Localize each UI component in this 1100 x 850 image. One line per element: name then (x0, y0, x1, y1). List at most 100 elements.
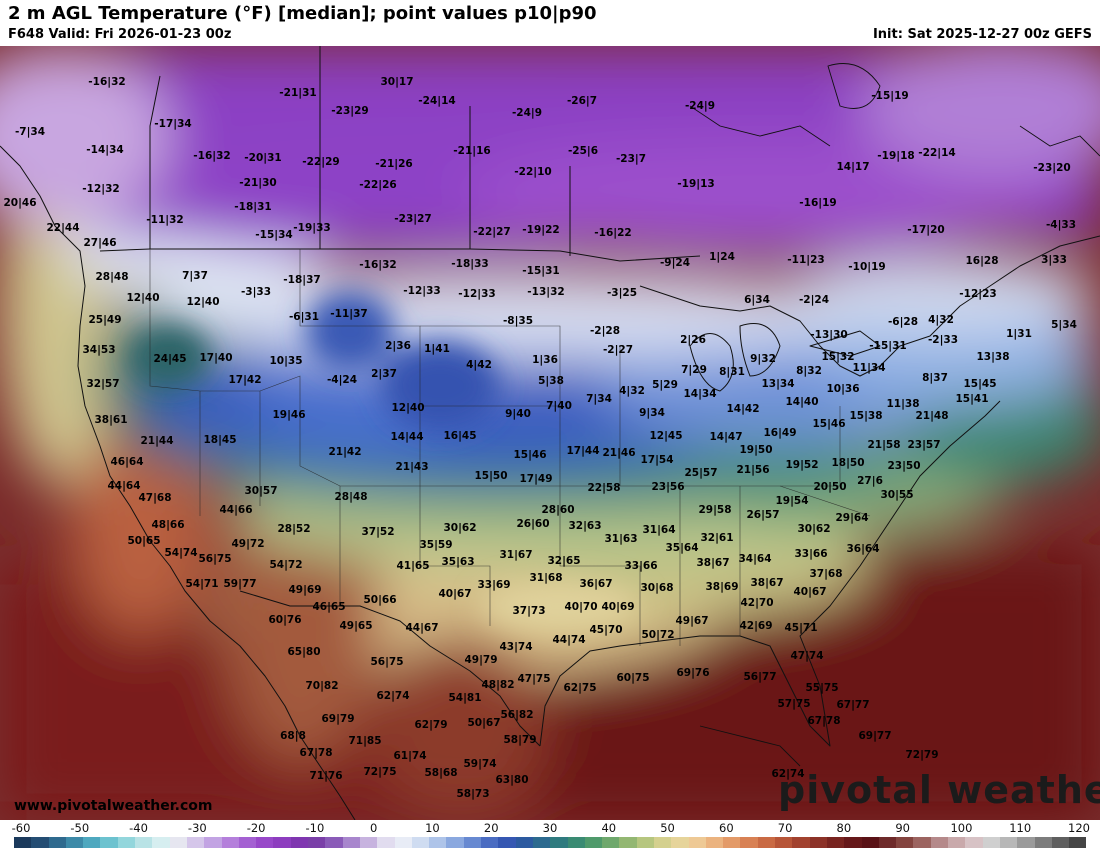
point-value-label: 33|66 (794, 547, 828, 560)
point-value-label: 4|32 (619, 384, 645, 397)
point-value-label: 17|49 (519, 472, 553, 485)
point-value-label: 31|63 (604, 532, 638, 545)
point-value-label: 23|57 (907, 438, 941, 451)
point-value-label: -2|27 (602, 343, 634, 356)
point-value-label: 15|38 (849, 409, 883, 422)
point-value-label: -15|31 (869, 339, 907, 352)
point-value-label: 56|75 (370, 655, 404, 668)
point-value-label: -4|33 (1045, 218, 1077, 231)
color-scale-swatch (826, 837, 845, 848)
point-value-label: 67|77 (836, 698, 870, 711)
point-value-label: 8|32 (796, 364, 822, 377)
point-value-label: 34|64 (738, 552, 772, 565)
point-value-label: 28|52 (277, 522, 311, 535)
point-value-label: -11|32 (146, 213, 184, 226)
point-value-label: 62|75 (563, 681, 597, 694)
point-value-label: -4|24 (326, 373, 358, 386)
color-scale-swatch (965, 837, 983, 848)
point-value-label: 47|68 (138, 491, 172, 504)
point-value-label: 35|59 (419, 538, 453, 551)
point-value-label: 54|72 (269, 558, 303, 571)
brand-logo: pivotal weather (778, 768, 1100, 812)
point-value-label: 44|64 (107, 479, 141, 492)
point-value-label: -21|31 (279, 86, 317, 99)
point-value-label: 9|34 (639, 406, 665, 419)
point-value-label: 37|73 (512, 604, 546, 617)
color-scale-ticks: -60 -50 -40 -30 -20 -10 0 10 20 30 40 50 60 70 80 90 100… (0, 820, 1100, 836)
point-value-label: 7|40 (546, 399, 572, 412)
point-value-label: -12|33 (403, 284, 441, 297)
point-value-label: -19|13 (677, 177, 715, 190)
point-value-label: 5|29 (652, 378, 678, 391)
point-value-label: 29|64 (835, 511, 869, 524)
color-scale-swatch (446, 837, 464, 848)
point-value-label: 2|37 (371, 367, 397, 380)
point-value-label: 33|66 (624, 559, 658, 572)
color-scale-swatch (688, 837, 706, 848)
color-scale-swatch (602, 837, 620, 848)
point-value-label: 72|79 (905, 748, 939, 761)
point-value-label: 34|53 (82, 343, 116, 356)
point-value-label: 46|64 (110, 455, 144, 468)
point-value-label: 32|61 (700, 531, 734, 544)
color-scale-swatch (671, 837, 689, 848)
color-scale-swatch (896, 837, 914, 848)
point-value-label: 30|62 (443, 521, 477, 534)
point-value-label: -10|19 (848, 260, 886, 273)
site-url[interactable]: www.pivotalweather.com (14, 798, 213, 814)
point-value-label: 45|70 (589, 623, 623, 636)
color-scale-swatch (792, 837, 810, 848)
point-value-label: 67|78 (299, 746, 333, 759)
point-value-label: 38|67 (696, 556, 730, 569)
point-value-label: 49|65 (339, 619, 373, 632)
color-scale-swatch (913, 837, 931, 848)
point-value-label: 70|82 (305, 679, 339, 692)
color-scale-swatch (532, 837, 551, 848)
point-value-label: -2|28 (589, 324, 621, 337)
point-value-label: -16|22 (594, 226, 632, 239)
color-scale-swatch (723, 837, 741, 848)
point-value-label: 16|45 (443, 429, 477, 442)
point-value-label: 6|34 (744, 293, 770, 306)
point-value-label: -23|29 (331, 104, 369, 117)
point-value-label: 25|57 (684, 466, 718, 479)
color-scale-swatch (31, 837, 49, 848)
point-value-label: 58|68 (424, 766, 458, 779)
point-value-label: 15|46 (812, 417, 846, 430)
point-value-label: 58|79 (503, 733, 537, 746)
point-value-label: 69|79 (321, 712, 355, 725)
color-scale-swatch (1051, 837, 1070, 848)
point-value-label: -25|6 (567, 144, 599, 157)
point-value-label: -14|34 (86, 143, 124, 156)
point-value-label: 30|55 (880, 488, 914, 501)
point-value-label: 17|54 (640, 453, 674, 466)
color-scale-swatch (878, 837, 897, 848)
point-value-label: 11|38 (886, 397, 920, 410)
color-scale-tick: 30 (542, 821, 558, 835)
point-value-label: 49|69 (288, 583, 322, 596)
color-scale-swatch (186, 837, 205, 848)
color-scale-tick: -30 (187, 821, 207, 835)
color-scale-swatch (636, 837, 654, 848)
point-value-label: 31|67 (499, 548, 533, 561)
color-scale-swatch (1069, 837, 1087, 848)
point-value-label: 21|44 (140, 434, 174, 447)
point-value-label: 31|68 (529, 571, 563, 584)
color-scale-swatch (1017, 837, 1035, 848)
color-scale-swatch (48, 837, 66, 848)
point-value-label: -22|27 (473, 225, 511, 238)
point-value-label: 47|74 (790, 649, 824, 662)
color-scale: -60 -50 -40 -30 -20 -10 0 10 20 30 40 50 60 70 80 90 100… (0, 820, 1100, 850)
point-value-label: 41|65 (396, 559, 430, 572)
point-value-label: 50|65 (127, 534, 161, 547)
color-scale-swatch (861, 837, 879, 848)
color-scale-swatch (619, 837, 637, 848)
point-value-label: 54|71 (185, 577, 219, 590)
color-scale-swatch (65, 837, 84, 848)
point-value-label: 38|67 (750, 576, 784, 589)
point-value-label: -16|19 (799, 196, 837, 209)
color-scale-swatch (14, 837, 32, 848)
point-value-label: 36|67 (579, 577, 613, 590)
color-scale-swatch (775, 837, 793, 848)
point-value-label: 54|74 (164, 546, 198, 559)
